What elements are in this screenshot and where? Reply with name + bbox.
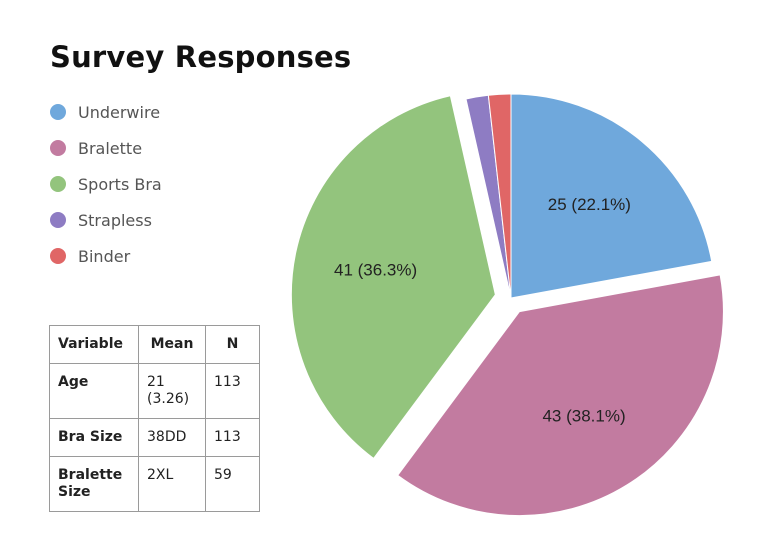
legend-item-strapless: Strapless xyxy=(50,202,162,238)
header-mean: Mean xyxy=(138,325,206,364)
row-n: 113 xyxy=(205,363,260,419)
legend-item-bralette: Bralette xyxy=(50,130,162,166)
stats-table-header-row: Variable Mean N xyxy=(49,325,260,364)
pie-slice-binder xyxy=(487,93,512,299)
pie-slice-bralette xyxy=(397,274,724,517)
stats-table: Variable Mean N Age 21 (3.26) 113 Bra Si… xyxy=(49,325,260,512)
legend-label-bralette: Bralette xyxy=(78,138,143,158)
slice-label-bralette: 43 (38.1%) xyxy=(542,407,625,426)
row-mean: 38DD xyxy=(138,418,206,457)
legend-swatch-underwire xyxy=(50,104,66,120)
header-variable: Variable xyxy=(49,325,139,364)
legend-swatch-binder xyxy=(50,248,66,264)
row-variable: Bra Size xyxy=(49,418,139,457)
legend-item-binder: Binder xyxy=(50,238,162,274)
row-n: 113 xyxy=(205,418,260,457)
legend-label-binder: Binder xyxy=(78,246,131,266)
row-variable: Bralette Size xyxy=(49,456,139,512)
chart-legend: Underwire Bralette Sports Bra Strapless … xyxy=(50,94,162,274)
table-row: Bralette Size 2XL 59 xyxy=(49,456,260,512)
table-row: Age 21 (3.26) 113 xyxy=(49,363,260,419)
legend-swatch-strapless xyxy=(50,212,66,228)
legend-label-strapless: Strapless xyxy=(78,210,152,230)
header-n: N xyxy=(205,325,260,364)
legend-item-underwire: Underwire xyxy=(50,94,162,130)
pie-slice-sports-bra xyxy=(290,95,496,460)
row-n: 59 xyxy=(205,456,260,512)
slice-label-sports-bra: 41 (36.3%) xyxy=(334,260,417,279)
row-variable: Age xyxy=(49,363,139,419)
slice-label-underwire: 25 (22.1%) xyxy=(548,195,631,214)
legend-swatch-sports-bra xyxy=(50,176,66,192)
row-mean: 2XL xyxy=(138,456,206,512)
legend-swatch-bralette xyxy=(50,140,66,156)
table-row: Bra Size 38DD 113 xyxy=(49,418,260,457)
chart-title: Survey Responses xyxy=(50,40,352,74)
legend-label-sports-bra: Sports Bra xyxy=(78,174,162,194)
legend-label-underwire: Underwire xyxy=(78,102,161,122)
pie-chart: 25 (22.1%) 43 (38.1%) 41 (36.3%) xyxy=(290,93,724,517)
row-mean: 21 (3.26) xyxy=(138,363,206,419)
pie-slice-underwire xyxy=(510,93,713,299)
legend-item-sports-bra: Sports Bra xyxy=(50,166,162,202)
